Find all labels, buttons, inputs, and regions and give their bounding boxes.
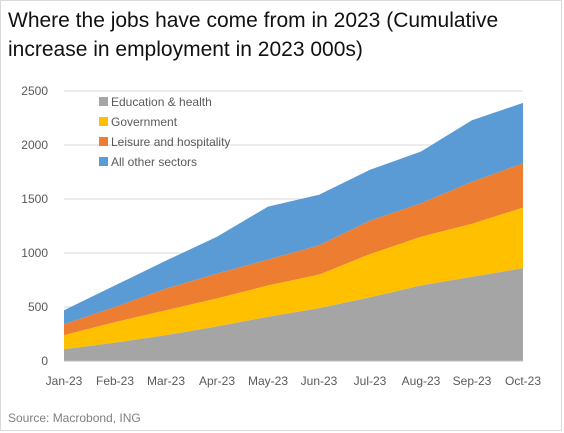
area-leisure-and-hospitality bbox=[64, 163, 523, 336]
y-tick-label: 2000 bbox=[21, 138, 48, 152]
area-all-other-sectors bbox=[64, 102, 523, 325]
y-tick-label: 1000 bbox=[21, 246, 48, 260]
legend-swatch bbox=[99, 117, 108, 126]
y-tick-label: 2500 bbox=[21, 84, 48, 98]
legend-label: All other sectors bbox=[111, 155, 197, 169]
area-government bbox=[64, 207, 523, 350]
x-tick-label: Oct-23 bbox=[505, 374, 541, 388]
x-tick-label: Jun-23 bbox=[301, 374, 338, 388]
x-tick-label: May-23 bbox=[248, 374, 288, 388]
x-tick-label: Sep-23 bbox=[453, 374, 492, 388]
legend: Education & health Government Leisure and … bbox=[99, 95, 230, 169]
y-tick-label: 1500 bbox=[21, 192, 48, 206]
legend-swatch bbox=[99, 97, 108, 106]
source-note: Source: Macrobond, ING bbox=[8, 411, 141, 425]
x-tick-label: Jan-23 bbox=[46, 374, 83, 388]
axes: 0 500 1000 1500 2000 2500 Jan-23 Feb-23 Mar-23 Ap… bbox=[21, 84, 541, 388]
x-tick-label: Aug-23 bbox=[402, 374, 441, 388]
legend-swatch bbox=[99, 157, 108, 166]
legend-label: Leisure and hospitality bbox=[111, 135, 230, 149]
legend-label: Education & health bbox=[111, 95, 212, 109]
stacked-areas bbox=[64, 102, 523, 361]
legend-swatch bbox=[99, 137, 108, 146]
y-tick-label: 0 bbox=[41, 354, 48, 368]
x-tick-label: Mar-23 bbox=[147, 374, 185, 388]
x-tick-label: Apr-23 bbox=[199, 374, 235, 388]
area-education-health bbox=[64, 268, 523, 361]
y-tick-label: 500 bbox=[28, 300, 48, 314]
x-tick-label: Feb-23 bbox=[96, 374, 134, 388]
x-tick-label: Jul-23 bbox=[354, 374, 387, 388]
chart-title: Where the jobs have come from in 2023 (C… bbox=[8, 9, 499, 61]
legend-label: Government bbox=[111, 115, 178, 129]
